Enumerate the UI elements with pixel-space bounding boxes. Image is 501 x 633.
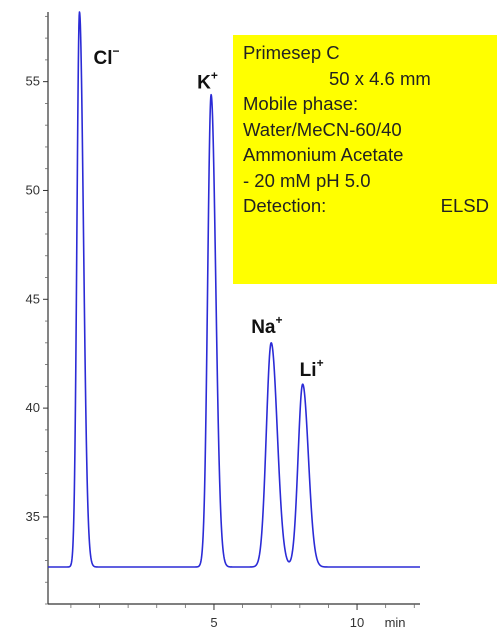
y-ticks: 35 40 45 50 55 (26, 15, 48, 605)
x-ticks: 5 10 (70, 604, 415, 630)
peak-label: Na+ (251, 313, 282, 338)
peak-label-ion: K (197, 73, 211, 94)
method-info-box: Primesep C 50 x 4.6 mm Mobile phase: Wat… (233, 35, 497, 284)
peak-label: Cl− (93, 44, 119, 69)
y-tick-label: 50 (26, 182, 40, 197)
mobile-phase-label: Mobile phase: (243, 93, 359, 114)
y-tick-label: 45 (26, 291, 40, 306)
y-tick-label: 40 (26, 400, 40, 415)
peak-label-ion: Cl (93, 48, 112, 69)
chromatogram-trace (47, 11, 421, 568)
peak-label-ion: Li (300, 360, 317, 381)
mobile-phase-solvent: Water/MeCN-60/40 (243, 118, 402, 140)
axes (47, 12, 420, 605)
peak-label-charge: − (112, 44, 119, 58)
peak-labels: Cl−K+Na+Li+ (93, 44, 323, 381)
x-unit-label: min (385, 615, 406, 630)
column-dimensions: 50 x 4.6 mm (329, 67, 431, 89)
x-tick-label: 5 (210, 615, 217, 630)
column-name: Primesep C (243, 42, 340, 63)
detection-label: Detection: (243, 195, 327, 216)
buffer-name: Ammonium Acetate (243, 144, 404, 165)
detection-row: Detection: ELSD (243, 193, 489, 219)
peak-label: K+ (197, 69, 218, 94)
peak-label-charge: + (211, 69, 218, 83)
y-tick-label: 55 (26, 74, 40, 89)
y-tick-label: 35 (26, 509, 40, 524)
buffer-concentration: - 20 mM pH 5.0 (243, 169, 371, 191)
x-tick-label: 10 (350, 615, 364, 630)
peak-label-charge: + (317, 356, 324, 370)
peak-label-ion: Na (251, 317, 276, 338)
peak-label-charge: + (275, 313, 282, 327)
detection-value: ELSD (440, 195, 489, 216)
peak-label: Li+ (300, 356, 324, 381)
